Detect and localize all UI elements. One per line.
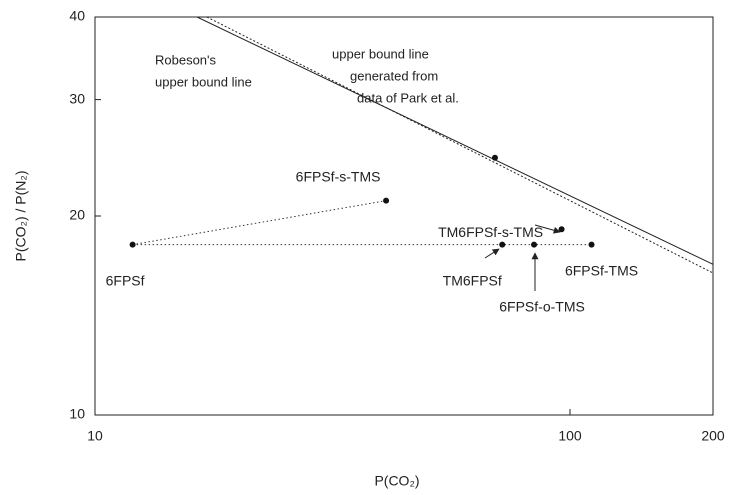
point-label: 6FPSf-o-TMS (499, 298, 585, 314)
y-tick-label: 10 (69, 406, 85, 422)
plot-area (196, 17, 713, 274)
data-point (129, 241, 136, 248)
point-label: 6FPSf (106, 272, 145, 288)
upper-bound-line (206, 17, 713, 274)
point-label: 6FPSf-TMS (565, 262, 638, 278)
y-tick-label: 20 (69, 207, 85, 223)
arrow (534, 224, 561, 234)
data-point (588, 241, 595, 248)
arrow (484, 248, 500, 259)
annotation: upper bound line (155, 74, 252, 89)
data-point (531, 241, 538, 248)
annotation: upper bound line (332, 46, 429, 61)
x-tick-label: 200 (701, 428, 725, 444)
x-axis-label: P(CO₂) (374, 473, 419, 489)
x-tick-label: 100 (558, 428, 582, 444)
y-axis-label: P(CO₂) / P(N₂) (13, 171, 29, 262)
data-point (499, 241, 506, 248)
point-label: 6FPSf-s-TMS (296, 168, 381, 184)
data-point (491, 154, 498, 161)
annotation: data of Park et al. (357, 90, 459, 105)
point-label: TM6FPSf-s-TMS (438, 224, 543, 240)
annotation: Robeson's (155, 52, 217, 67)
y-tick-label: 40 (69, 8, 85, 24)
point-label: TM6FPSf (443, 272, 502, 288)
data-point (383, 197, 390, 204)
connector (132, 200, 387, 246)
annotation: generated from (350, 68, 438, 83)
y-tick-label: 30 (69, 90, 85, 106)
x-tick-label: 10 (87, 428, 103, 444)
upper-bound-line (196, 17, 713, 265)
data-point (558, 226, 565, 233)
